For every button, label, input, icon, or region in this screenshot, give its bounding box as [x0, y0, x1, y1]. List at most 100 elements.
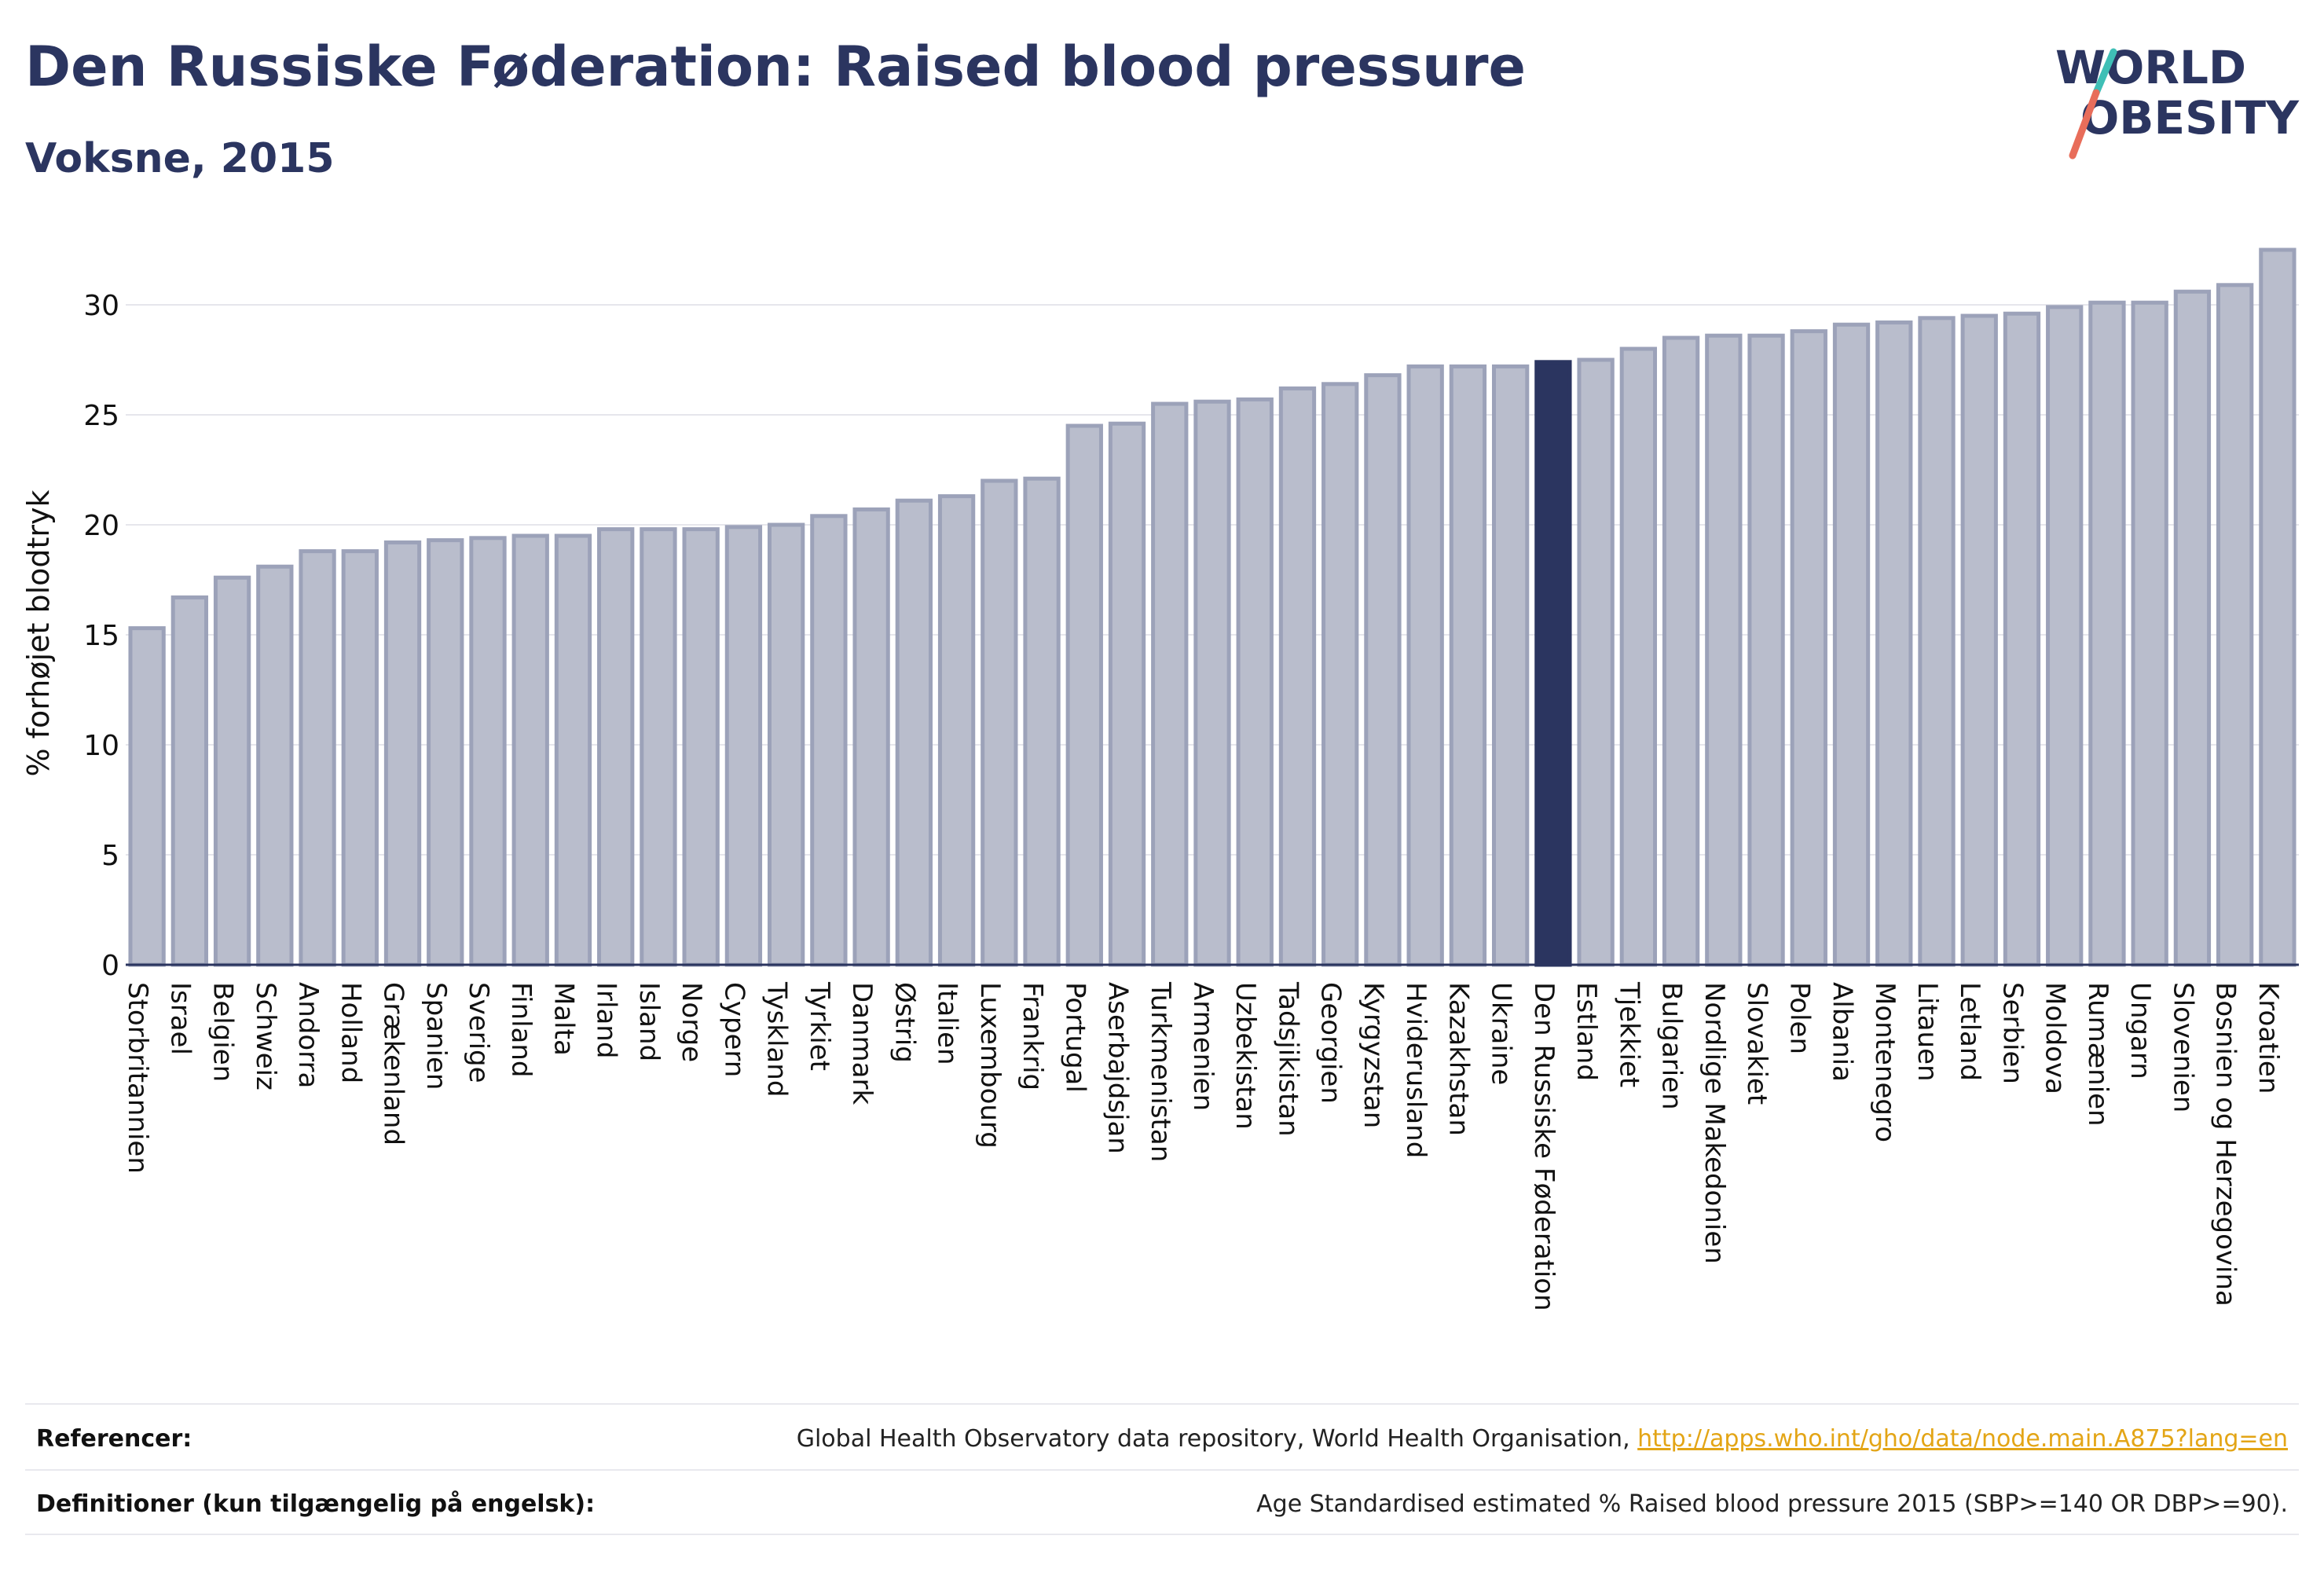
definitions-label: Definitioner (kun tilgængelig på engelsk… [36, 1490, 596, 1518]
x-tick-label: Slovenien [2167, 982, 2198, 1112]
world-obesity-logo: WORLD OBESITY [2055, 41, 2300, 159]
y-tick-label: 0 [101, 950, 119, 982]
bar [810, 514, 848, 967]
bars [128, 247, 2297, 967]
bar-highlighted [1534, 360, 1572, 967]
bar [1918, 316, 1956, 967]
bar [640, 527, 677, 967]
bar [511, 533, 549, 967]
bar [2259, 247, 2297, 967]
footer-divider-top [25, 1403, 2299, 1405]
references-link[interactable]: http://apps.who.int/gho/data/node.main.A… [1637, 1425, 2288, 1453]
x-tick-label: Ungarn [2124, 982, 2156, 1079]
y-tick-label: 10 [83, 730, 119, 762]
x-tick-label: Moldova [2040, 982, 2071, 1094]
bar [1321, 382, 1359, 967]
bar [2003, 311, 2041, 967]
x-tick-label: Kazakhstan [1442, 982, 1474, 1136]
bar [554, 533, 592, 967]
bar [1747, 333, 1785, 967]
y-tick-label: 25 [83, 400, 119, 432]
x-tick-label: Sverige [463, 982, 494, 1083]
x-tick-label: Litauen [1912, 982, 1943, 1082]
bar [1151, 401, 1189, 967]
x-tick-label: Turkmenistan [1145, 981, 1176, 1162]
bar [1236, 397, 1274, 967]
x-tick-label: Tjekkiet [1613, 981, 1644, 1087]
x-tick-label: Tyskland [761, 981, 793, 1097]
bar [2046, 305, 2084, 967]
x-tick-labels: Storbritannien Israel Belgien Schweiz Andorr… [122, 981, 2284, 1311]
x-tick-label: Island [633, 982, 665, 1061]
x-tick-label: Luxembourg [974, 982, 1006, 1149]
x-tick-label: Finland [505, 982, 537, 1078]
bar [383, 540, 422, 967]
bar [852, 507, 890, 967]
bar [1449, 364, 1487, 967]
y-tick-label: 20 [83, 510, 119, 542]
x-tick-label: Belgien [207, 982, 239, 1082]
x-tick-label: Polen [1783, 982, 1815, 1054]
x-tick-label: Georgien [1315, 982, 1347, 1104]
bar [1832, 322, 1871, 967]
x-tick-label: Malta [548, 982, 579, 1056]
x-tick-label: Aserbajdsjan [1102, 982, 1134, 1154]
x-tick-label: Andorra [292, 982, 324, 1088]
y-tick-labels: 0 5 10 15 20 25 30 [83, 290, 119, 982]
x-tick-label: Hviderusland [1400, 982, 1431, 1158]
bar [1662, 335, 1700, 967]
x-tick-label: Storbritannien [122, 982, 153, 1174]
bar [2216, 283, 2254, 967]
bar [128, 626, 166, 967]
references-value: Global Health Observatory data repositor… [797, 1425, 2288, 1453]
x-tick-label: Østrig [889, 982, 920, 1063]
x-tick-label: Kroatien [2253, 982, 2284, 1094]
bar [2088, 300, 2126, 967]
x-tick-label: Albania [1827, 982, 1858, 1082]
bar [1960, 313, 1998, 967]
x-tick-label: Armenien [1187, 982, 1219, 1111]
bar [2131, 300, 2168, 967]
bar [767, 522, 805, 967]
x-tick-label: Frankrig [1017, 982, 1048, 1090]
bar [1278, 386, 1317, 967]
y-axis-label: % forhøjet blodtryk [21, 489, 56, 776]
x-tick-label: Italien [932, 982, 963, 1065]
bar [1619, 346, 1658, 967]
definitions-value: Age Standardised estimated % Raised bloo… [1256, 1490, 2288, 1518]
bar [682, 527, 720, 967]
bar [1406, 364, 1444, 967]
bar [1364, 373, 1402, 967]
x-tick-label: Tadsjikistan [1272, 981, 1303, 1137]
x-tick-label: Grækenland [378, 982, 409, 1145]
references-text: Global Health Observatory data repositor… [796, 1425, 1638, 1453]
x-tick-label: Den Russiske Føderation [1528, 982, 1560, 1311]
bar [341, 549, 379, 967]
bar [213, 575, 251, 967]
bar [895, 498, 933, 967]
x-tick-label: Letland [1954, 982, 1985, 1081]
x-tick-label: Spanien [420, 982, 452, 1090]
bar [1875, 320, 1913, 967]
x-tick-label: Israel [164, 982, 196, 1055]
x-tick-label: Rumænien [2082, 982, 2113, 1127]
x-tick-label: Portugal [1059, 982, 1091, 1093]
bar [1577, 357, 1615, 967]
logo-coral-stroke [2069, 89, 2100, 159]
bar [1193, 399, 1231, 967]
logo-line2: OBESITY [2080, 91, 2300, 145]
x-tick-label: Slovakiet [1741, 982, 1772, 1105]
logo-line1: WORLD [2055, 41, 2246, 94]
chart-title: Den Russiske Føderation: Raised blood pr… [25, 35, 1526, 99]
bar [1491, 364, 1530, 967]
bar [597, 527, 635, 967]
bar [170, 595, 209, 967]
bar [427, 538, 464, 967]
x-tick-label: Montenegro [1869, 982, 1901, 1142]
x-tick-label: Uzbekistan [1230, 982, 1261, 1130]
x-tick-label: Serbien [1996, 982, 2028, 1084]
footer-divider-bottom [25, 1534, 2299, 1535]
bar [299, 549, 336, 967]
bar [981, 478, 1018, 967]
bar [937, 494, 976, 967]
